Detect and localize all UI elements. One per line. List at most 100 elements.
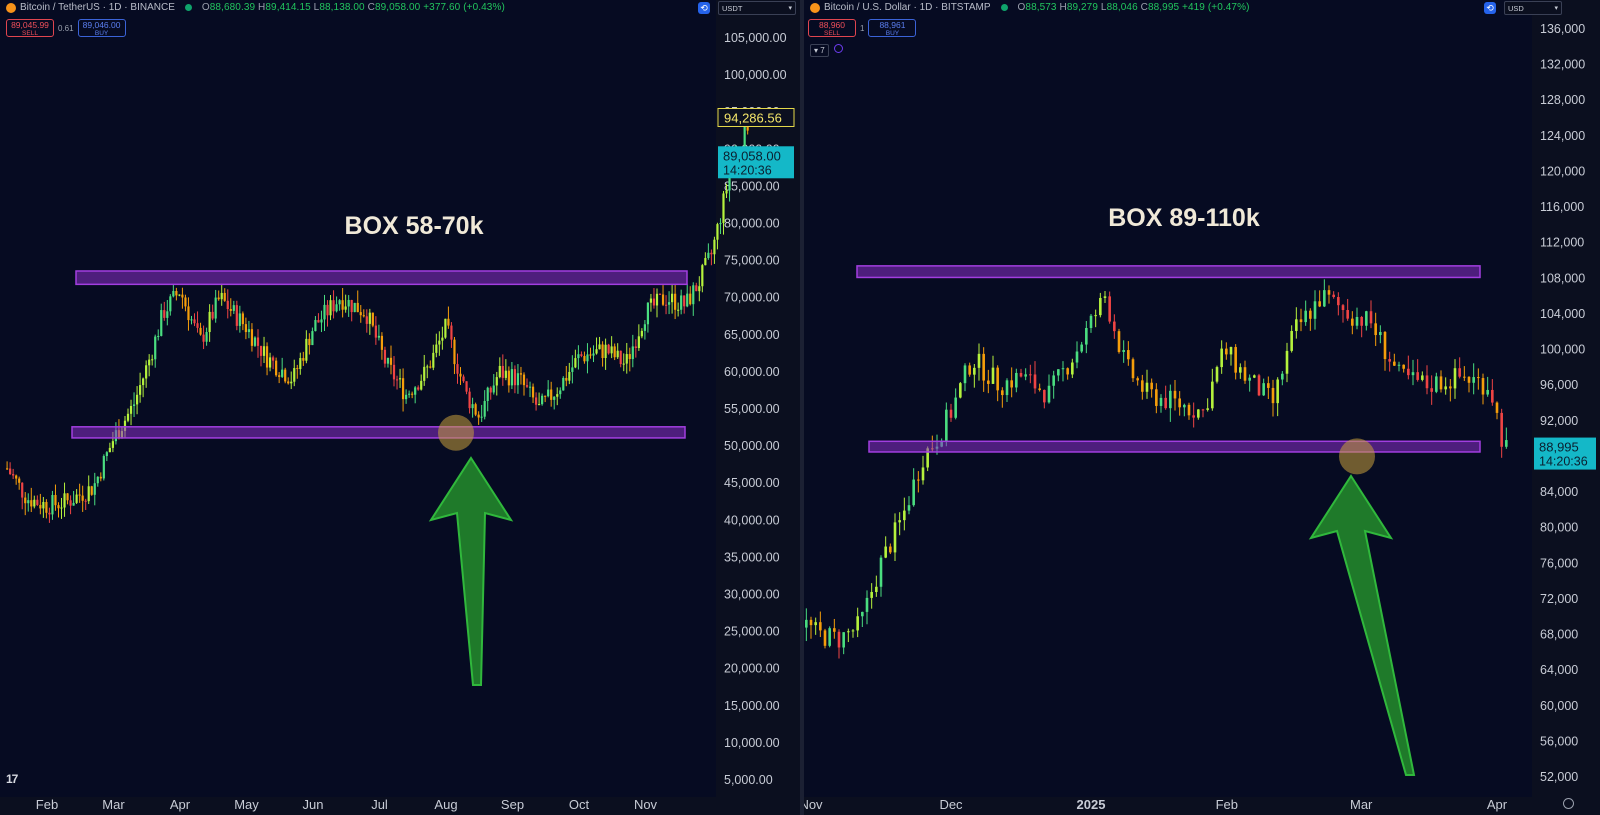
candle-body <box>1155 389 1158 406</box>
symbol-title[interactable]: Bitcoin / U.S. Dollar · 1D · BITSTAMP <box>824 2 991 13</box>
candle-body <box>903 510 906 521</box>
candle-body <box>320 319 323 323</box>
candle-body <box>247 329 251 333</box>
candle-body <box>689 293 692 305</box>
candle-body <box>471 404 474 409</box>
y-tick-label: 96,000 <box>1540 378 1578 392</box>
pane-divider[interactable] <box>800 0 804 815</box>
candle-body <box>1239 367 1242 373</box>
chart-canvas-right[interactable]: 136,000 132,000 128,000 124,000 120,000 116,0… <box>804 0 1600 815</box>
y-tick-label: 5,000.00 <box>724 773 773 787</box>
candle-body <box>553 396 556 400</box>
sync-scale-icon[interactable]: ⟲ <box>1484 2 1496 14</box>
candle-body <box>1033 374 1037 389</box>
sell-button[interactable]: 89,045.99 SELL <box>6 19 54 37</box>
buy-button[interactable]: 88,961 BUY <box>868 19 917 37</box>
y-tick-label: 60,000 <box>1540 699 1578 713</box>
candle-body <box>1402 364 1405 369</box>
candle-body <box>45 501 48 513</box>
candle-body <box>72 502 75 506</box>
candle-body <box>716 224 719 240</box>
candle-body <box>1299 319 1303 323</box>
price-axis <box>716 0 800 815</box>
candle-body <box>223 292 226 301</box>
y-tick-label: 100,000 <box>1540 343 1585 357</box>
candle-body <box>1061 368 1065 370</box>
candle-body <box>1159 397 1163 406</box>
candle-body <box>105 452 108 457</box>
candle-body <box>945 409 948 442</box>
candle-body <box>722 193 725 223</box>
x-tick-label: Apr <box>1487 797 1508 812</box>
candle-body <box>631 346 634 360</box>
market-status-icon <box>184 4 192 11</box>
candle-body <box>1271 387 1275 404</box>
candle-body <box>272 357 275 361</box>
candle-body <box>93 483 96 495</box>
x-tick-label: Nov <box>804 797 823 812</box>
sync-scale-icon[interactable]: ⟲ <box>698 2 710 14</box>
candle-body <box>90 486 93 495</box>
candle-body <box>1029 374 1032 376</box>
candle-body <box>613 346 616 358</box>
candle-body <box>456 364 459 374</box>
candle-body <box>262 346 266 356</box>
candle-body <box>1122 350 1125 352</box>
candle-body <box>610 346 613 354</box>
y-tick-label: 60,000.00 <box>724 365 780 379</box>
candle-body <box>238 313 241 326</box>
currency-select-right[interactable]: USD ▾ <box>1504 1 1562 15</box>
candle-body <box>814 622 817 626</box>
chart-panel-right[interactable]: 136,000 132,000 128,000 124,000 120,000 116,0… <box>804 0 1600 815</box>
market-status-icon <box>1000 4 1008 11</box>
candle-body <box>211 311 214 319</box>
chart-canvas-left[interactable]: 105,000.00100,000.0095,000.0090,000.0085… <box>0 0 800 815</box>
candle-body <box>1318 301 1321 307</box>
symbol-title[interactable]: Bitcoin / TetherUS · 1D · BINANCE <box>20 2 175 13</box>
candle-body <box>447 318 450 326</box>
candle-body <box>338 300 341 305</box>
candle-body <box>1365 311 1368 326</box>
candle-body <box>275 360 278 376</box>
indicator-gear-icon[interactable] <box>834 44 843 53</box>
candle-body <box>977 353 981 368</box>
arrow-up-icon <box>1308 474 1416 776</box>
candle-body <box>474 404 477 415</box>
x-tick-label: Apr <box>170 797 191 812</box>
candle-body <box>616 350 619 358</box>
candle-body <box>1234 347 1237 373</box>
gear-icon[interactable] <box>1563 798 1574 809</box>
indicators-toggle[interactable]: ▾ 7 <box>810 44 829 57</box>
candle-body <box>1075 351 1079 363</box>
candle-body <box>921 467 925 481</box>
candle-body <box>435 344 438 353</box>
touch-highlight <box>437 414 474 451</box>
candle-body <box>1229 347 1233 355</box>
candle-body <box>33 499 36 507</box>
candle-body <box>420 380 423 390</box>
chart-title: BOX 89-110k <box>1108 204 1260 232</box>
candle-body <box>907 505 911 511</box>
y-tick-label: 136,000 <box>1540 22 1585 36</box>
currency-select-left[interactable]: USDT ▾ <box>718 1 796 15</box>
candle-body <box>1397 364 1401 366</box>
buy-button[interactable]: 89,046.00 BUY <box>77 19 126 37</box>
candle-body <box>1183 404 1186 408</box>
tradingview-logo[interactable]: 17 <box>6 772 18 786</box>
candle-body <box>132 404 136 406</box>
candle-body <box>293 368 296 382</box>
y-tick-label: 65,000.00 <box>724 328 780 342</box>
candle-body <box>592 353 595 356</box>
sell-button[interactable]: 88,960 SELL <box>808 19 856 37</box>
chart-panel-left[interactable]: 105,000.00100,000.0095,000.0090,000.0085… <box>0 0 800 815</box>
candle-body <box>12 474 15 476</box>
chart-title: BOX 58-70k <box>345 212 484 240</box>
candle-body <box>525 385 529 387</box>
y-tick-label: 30,000.00 <box>724 588 780 602</box>
support-box <box>868 440 1481 453</box>
candle-body <box>1281 373 1284 380</box>
candle-body <box>39 504 42 509</box>
candle-body <box>392 364 396 380</box>
candle-body <box>160 310 163 336</box>
candle-body <box>123 420 127 432</box>
